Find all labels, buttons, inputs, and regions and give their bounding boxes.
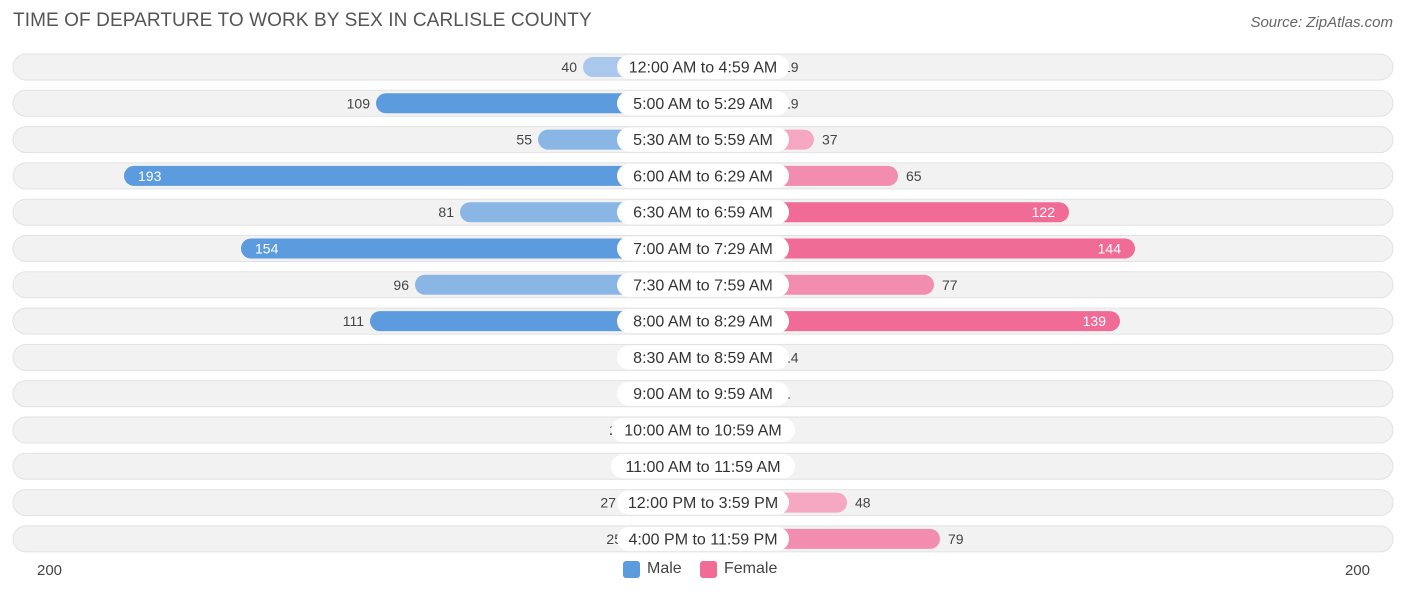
category-label: 5:00 AM to 5:29 AM [633, 96, 773, 113]
male-value-label: 154 [255, 241, 279, 257]
male-bar [124, 165, 703, 186]
category-label: 12:00 PM to 3:59 PM [628, 495, 778, 512]
category-label: 7:30 AM to 7:59 AM [633, 277, 773, 294]
male-value-label: 27 [600, 495, 616, 511]
male-value-label: 111 [343, 313, 364, 329]
male-value-label: 40 [561, 59, 577, 75]
female-value-label: 79 [948, 531, 964, 547]
category-label-pill [617, 55, 789, 79]
female-value-label: 144 [1098, 241, 1122, 257]
female-bar [703, 238, 1135, 259]
category-label: 6:00 AM to 6:29 AM [633, 168, 773, 185]
category-label-pill [617, 127, 789, 152]
category-label: 11:00 AM to 11:59 AM [625, 459, 780, 476]
category-label: 12:00 AM to 4:59 AM [629, 60, 778, 77]
male-value-label: 96 [393, 277, 409, 293]
category-label: 8:00 AM to 8:29 AM [633, 314, 773, 331]
category-label-pill [617, 309, 789, 334]
male-value-label: 109 [347, 95, 371, 111]
legend-male-label: Male [647, 560, 682, 577]
female-value-label: 37 [822, 132, 838, 148]
category-label-pill [617, 526, 789, 551]
female-bar [703, 202, 1069, 223]
axis-left-label: 200 [37, 562, 63, 579]
category-label-pill [617, 200, 789, 225]
legend-female-swatch [700, 560, 717, 578]
category-label: 4:00 PM to 11:59 PM [628, 531, 777, 548]
legend-female: Female [700, 560, 777, 578]
female-value-label: 139 [1083, 313, 1107, 329]
axis-right-label: 200 [1344, 562, 1370, 579]
source-label: Source: ZipAtlas.com [1250, 14, 1393, 31]
female-value-label: 122 [1032, 204, 1056, 220]
category-label-pill [617, 345, 789, 370]
category-label: 10:00 AM to 10:59 AM [624, 423, 781, 440]
male-value-label: 55 [516, 132, 532, 148]
legend-male-swatch [623, 560, 640, 578]
category-label: 7:00 AM to 7:29 AM [633, 241, 773, 258]
category-label-pill [611, 454, 795, 479]
category-label-pill [617, 381, 789, 406]
category-label: 5:30 AM to 5:59 AM [633, 132, 773, 149]
legend-male: Male [623, 560, 682, 578]
legend-female-label: Female [724, 560, 778, 577]
category-label: 6:30 AM to 6:59 AM [633, 205, 773, 222]
category-label-pill [617, 490, 789, 515]
category-label-pill [617, 272, 789, 297]
female-value-label: 48 [855, 495, 871, 511]
category-label: 8:30 AM to 8:59 AM [633, 350, 773, 367]
female-value-label: 65 [906, 168, 922, 184]
female-value-label: 77 [942, 277, 958, 293]
category-label-pill [617, 91, 789, 116]
male-bar [241, 238, 703, 259]
legend: Male Female [0, 560, 1406, 582]
male-value-label: 193 [138, 168, 162, 184]
male-value-label: 81 [438, 204, 454, 220]
category-label-pill [617, 236, 789, 261]
category-label-pill [611, 418, 795, 442]
category-label-pill [617, 163, 789, 188]
female-bar [703, 311, 1120, 332]
category-label: 9:00 AM to 9:59 AM [633, 386, 773, 403]
chart-title: TIME OF DEPARTURE TO WORK BY SEX IN CARL… [13, 10, 592, 31]
